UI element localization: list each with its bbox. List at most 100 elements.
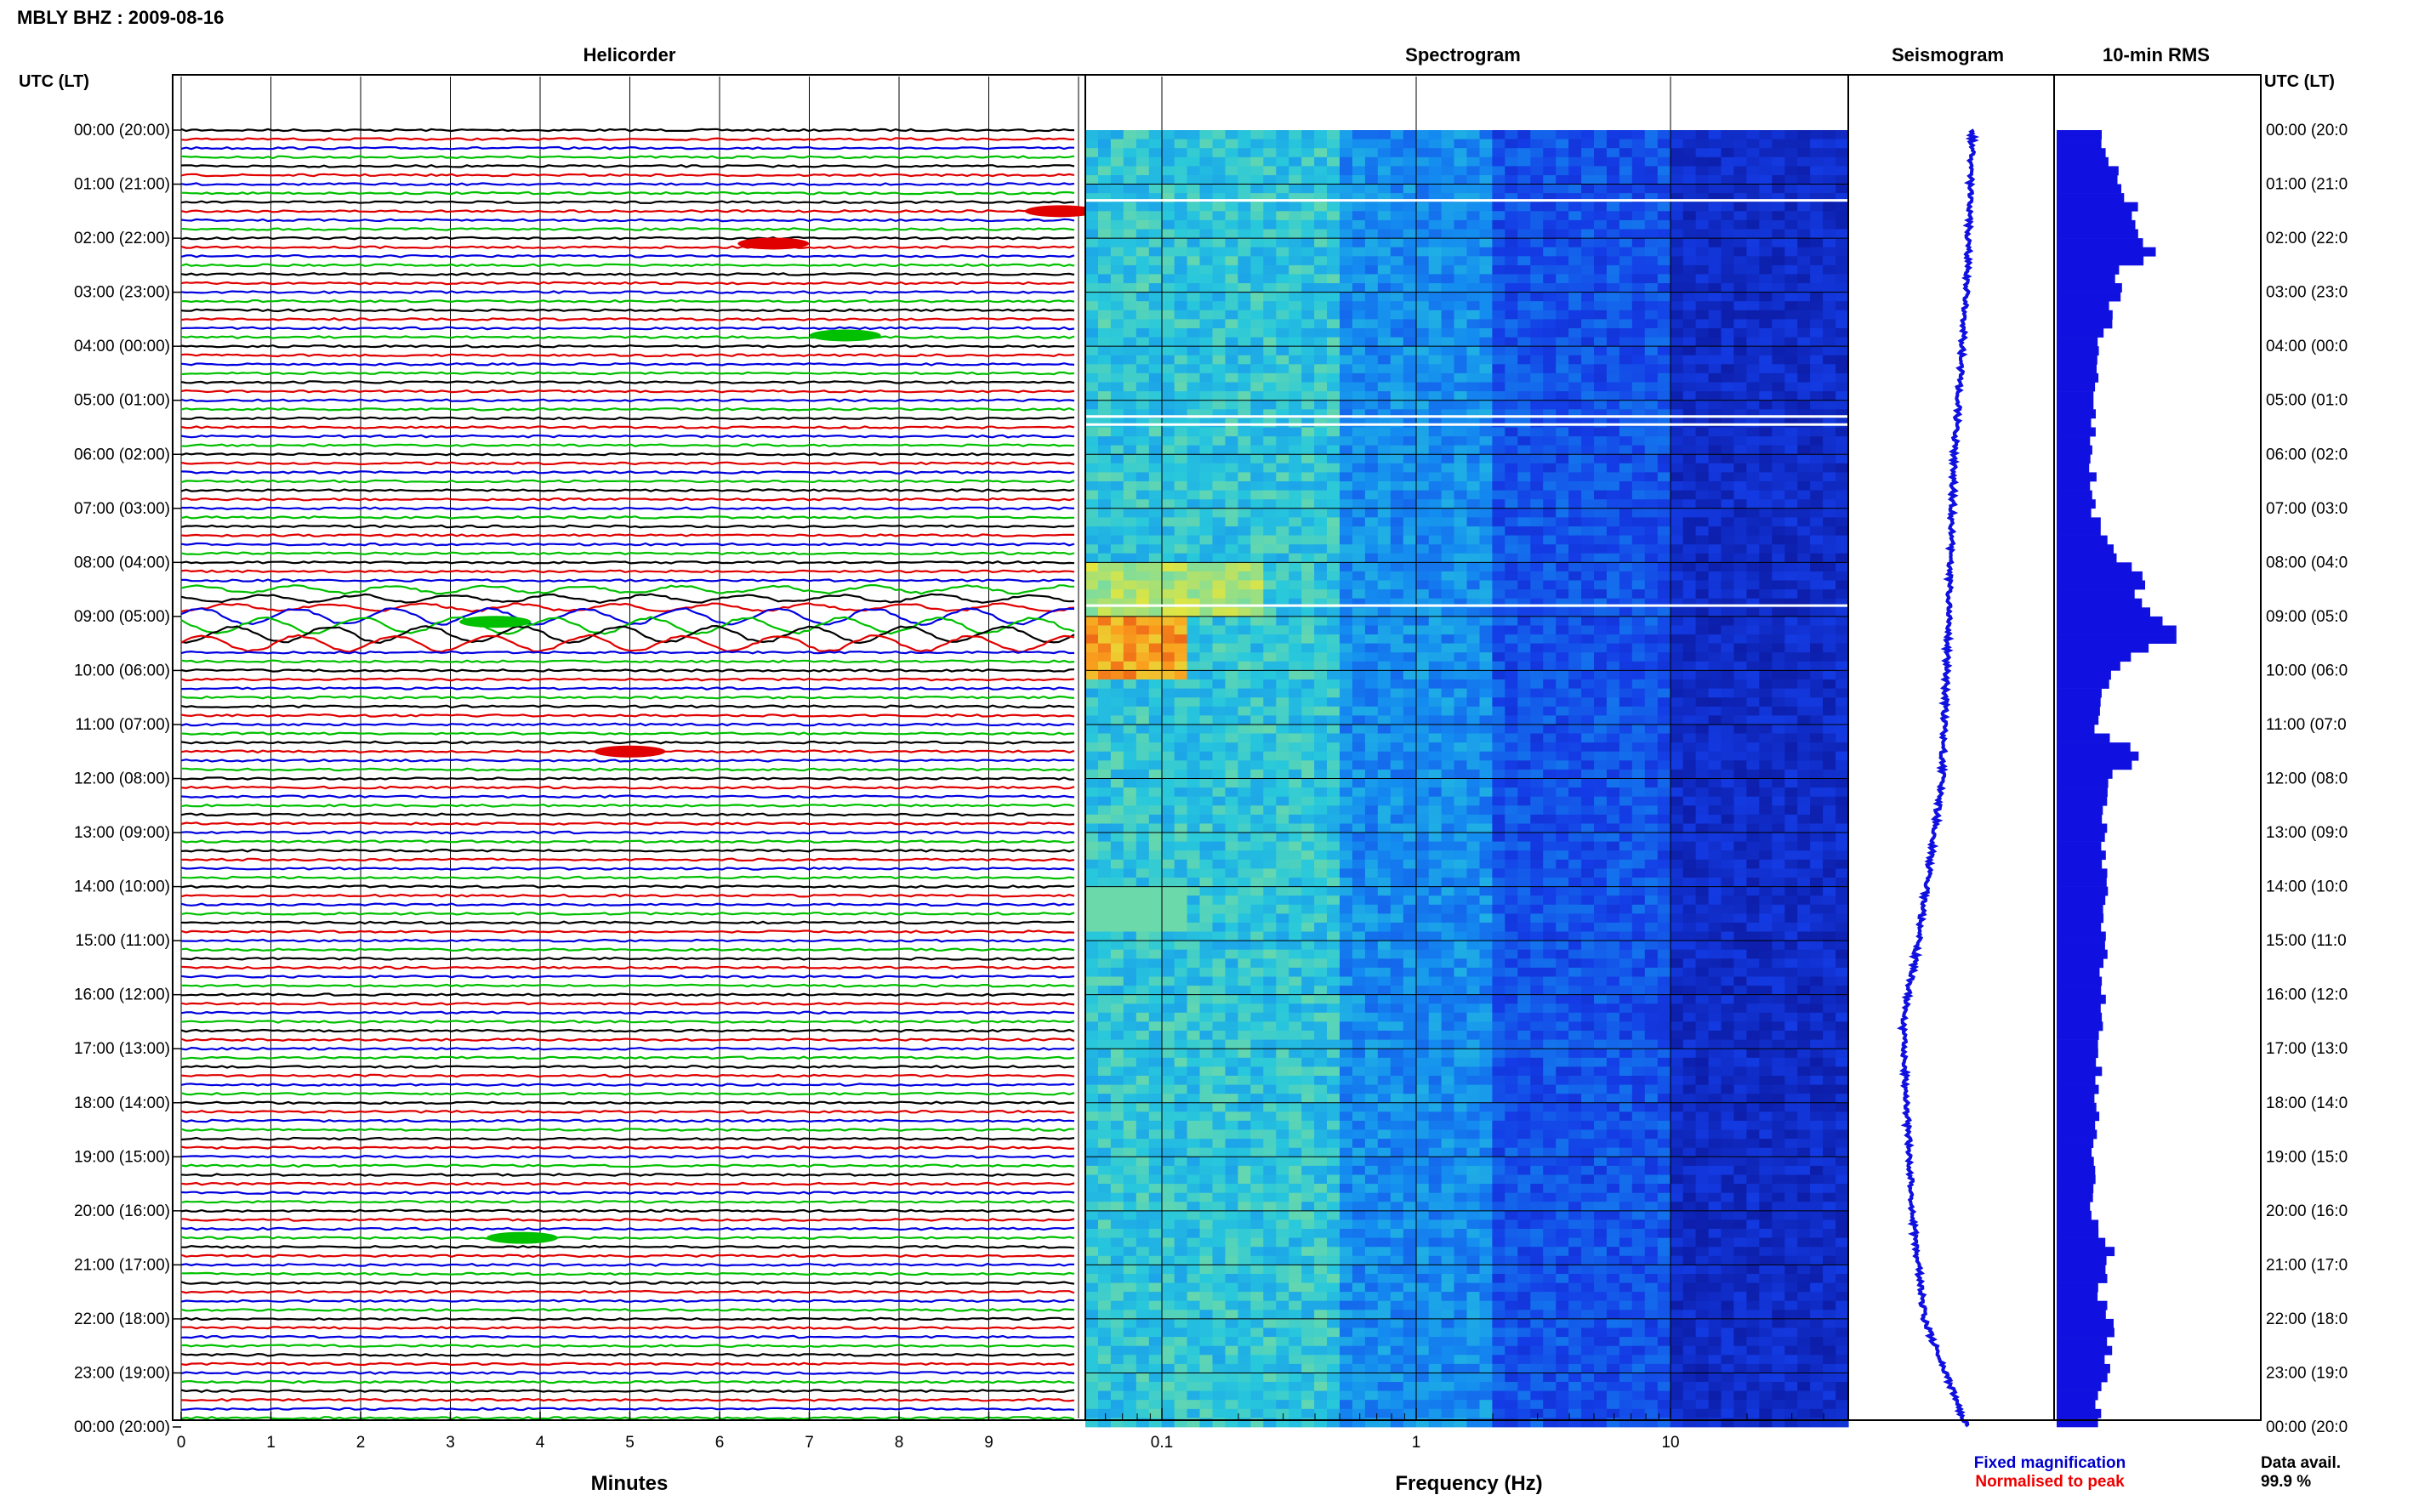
spectrogram-cell (1759, 760, 1773, 770)
spectrogram-cell (1148, 833, 1163, 842)
spectrogram-cell (1174, 472, 1188, 482)
helicorder-trace (180, 425, 1075, 429)
spectrogram-cell (1594, 472, 1608, 482)
spectrogram-cell (1530, 337, 1544, 347)
spectrogram-cell (1695, 256, 1710, 266)
spectrogram-cell (1289, 418, 1302, 428)
spectrogram-cell (1466, 670, 1481, 680)
spectrogram-cell (1810, 697, 1824, 708)
spectrogram-cell (1556, 427, 1569, 437)
spectrogram-cell (1161, 805, 1175, 816)
spectrogram-cell (1695, 823, 1710, 833)
spectrogram-cell (1161, 508, 1175, 518)
spectrogram-cell (1415, 580, 1430, 590)
spectrogram-cell (1250, 247, 1264, 257)
spectrogram-cell (1136, 436, 1150, 446)
spectrogram-cell (1670, 841, 1684, 851)
spectrogram-cell (1797, 823, 1811, 833)
spectrogram-cell (1352, 139, 1366, 149)
spectrogram-cell (1466, 778, 1481, 788)
spectrogram-cell (1212, 337, 1227, 347)
spectrogram-cell (1810, 229, 1824, 239)
spectrogram-cell (1682, 841, 1697, 851)
spectrogram-cell (1110, 184, 1124, 194)
spectrogram-cell (1428, 463, 1443, 473)
spectrogram-cell (1289, 256, 1302, 266)
spectrogram-cell (1110, 841, 1124, 851)
spectrogram-cell (1810, 607, 1824, 617)
spectrogram-cell (1644, 598, 1659, 608)
helicorder-trace (180, 1352, 1075, 1357)
spectrogram-cell (1174, 634, 1188, 645)
spectrogram-cell (1174, 346, 1188, 356)
spectrogram-cell (1721, 445, 1734, 455)
spectrogram-cell (1670, 787, 1684, 798)
spectrogram-cell (1517, 688, 1531, 698)
spectrogram-cell (1682, 193, 1697, 203)
spectrogram-cell (1352, 517, 1366, 527)
spectrogram-cell (1301, 130, 1315, 139)
spectrogram-cell (1238, 400, 1251, 410)
spectrogram-cell (1492, 372, 1505, 383)
spectrogram-cell (1415, 310, 1430, 320)
spectrogram-cell (1695, 436, 1710, 446)
spectrogram-cell (1733, 166, 1747, 176)
spectrogram-cell (1428, 517, 1443, 527)
spectrogram-cell (1352, 219, 1366, 230)
spectrogram-cell (1390, 148, 1404, 158)
spectrogram-cell (1085, 706, 1099, 716)
spectrogram-cell (1530, 184, 1544, 194)
spectrogram-cell (1568, 715, 1582, 725)
spectrogram-cell (1199, 823, 1214, 833)
spectrogram-cell (1174, 219, 1188, 230)
spectrogram-cell (1428, 616, 1443, 626)
spectrogram-cell (1148, 688, 1163, 698)
spectrogram-cell (1708, 445, 1722, 455)
spectrogram-cell (1289, 580, 1302, 590)
spectrogram-cell (1225, 697, 1239, 708)
spectrogram-cell (1746, 219, 1760, 230)
spectrogram-cell (1505, 499, 1518, 509)
spectrogram-cell (1454, 490, 1468, 500)
spectrogram-cell (1695, 535, 1710, 545)
spectrogram-cell (1682, 328, 1697, 338)
spectrogram-cell (1148, 148, 1163, 158)
spectrogram-cell (1187, 517, 1201, 527)
spectrogram-cell (1441, 670, 1455, 680)
spectrogram-cell (1556, 274, 1569, 284)
spectrogram-cell (1441, 319, 1455, 329)
spectrogram-cell (1148, 175, 1163, 185)
spectrogram-cell (1619, 436, 1633, 446)
spectrogram-cell (1708, 715, 1722, 725)
spectrogram-cell (1403, 715, 1417, 725)
spectrogram-cell (1670, 156, 1684, 167)
spectrogram-cell (1352, 166, 1366, 176)
spectrogram-cell (1276, 725, 1289, 734)
spectrogram-cell (1085, 751, 1099, 761)
spectrogram-cell (1517, 580, 1531, 590)
spectrogram-cell (1556, 418, 1569, 428)
spectrogram-cell (1123, 418, 1137, 428)
spectrogram-cell (1644, 292, 1659, 302)
spectrogram-cell (1441, 463, 1455, 473)
spectrogram-cell (1174, 391, 1188, 401)
spectrogram-cell (1505, 751, 1518, 761)
spectrogram-cell (1136, 697, 1150, 708)
spectrogram-cell (1733, 148, 1747, 158)
spectrogram-cell (1110, 553, 1124, 563)
spectrogram-cell (1327, 517, 1340, 527)
spectrogram-cell (1823, 400, 1836, 410)
spectrogram-cell (1225, 796, 1239, 806)
spectrogram-cell (1276, 562, 1289, 572)
spectrogram-cell (1161, 346, 1175, 356)
spectrogram-cell (1466, 130, 1481, 139)
spectrogram-cell (1505, 382, 1518, 392)
spectrogram-cell (1517, 643, 1531, 653)
spectrogram-cell (1161, 319, 1175, 329)
spectrogram-cell (1314, 202, 1328, 212)
spectrogram-cell (1479, 436, 1494, 446)
spectrogram-cell (1390, 643, 1404, 653)
spectrogram-cell (1568, 733, 1582, 743)
spectrogram-cell (1810, 787, 1824, 798)
spectrogram-cell (1772, 436, 1785, 446)
